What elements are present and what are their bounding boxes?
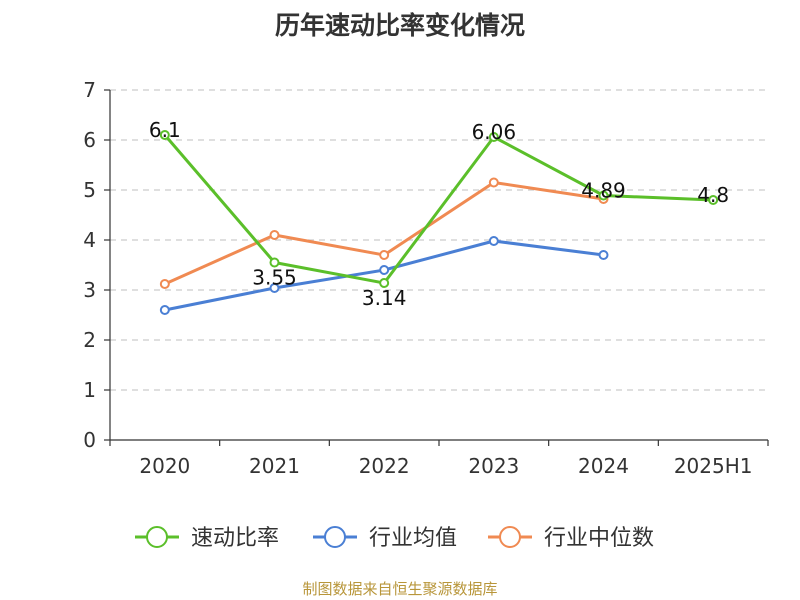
data-point bbox=[269, 230, 280, 240]
data-point bbox=[379, 265, 390, 275]
data-point bbox=[379, 278, 390, 288]
legend: 速动比率 行业均值 行业中位数 bbox=[135, 526, 654, 551]
data-labels: 6.1 3.55 3.14 6.06 4.89 4.8 bbox=[149, 118, 729, 310]
y-tick-label: 0 bbox=[83, 428, 96, 452]
data-label: 4.89 bbox=[581, 179, 626, 203]
y-tick-label: 6 bbox=[83, 128, 96, 152]
data-label: 6.06 bbox=[472, 120, 517, 144]
data-label: 4.8 bbox=[697, 183, 729, 207]
legend-marker bbox=[146, 526, 168, 548]
chart-title: 历年速动比率变化情况 bbox=[274, 11, 525, 40]
data-point bbox=[269, 283, 280, 293]
y-tick-label: 7 bbox=[83, 78, 96, 102]
x-tick-label: 2025H1 bbox=[674, 454, 753, 478]
grid-lines bbox=[110, 89, 768, 391]
x-tick-label: 2020 bbox=[139, 454, 190, 478]
data-point bbox=[269, 257, 280, 268]
data-label: 3.14 bbox=[362, 286, 407, 310]
series-lines bbox=[159, 130, 719, 315]
y-tick-label: 3 bbox=[83, 278, 96, 302]
series-line bbox=[163, 134, 714, 285]
source-note: 制图数据来自恒生聚源数据库 bbox=[302, 580, 498, 598]
x-tick-label: 2024 bbox=[578, 454, 629, 478]
data-point bbox=[708, 195, 719, 205]
data-label: 6.1 bbox=[149, 118, 181, 142]
x-tick-label: 2021 bbox=[249, 454, 300, 478]
data-point bbox=[488, 236, 499, 246]
data-point bbox=[159, 279, 170, 289]
legend-marker bbox=[324, 526, 346, 548]
y-tick-label: 1 bbox=[83, 378, 96, 402]
legend-label: 行业均值 bbox=[369, 526, 457, 551]
data-point bbox=[598, 250, 609, 260]
data-label: 3.55 bbox=[252, 266, 297, 290]
x-tick-label: 2022 bbox=[359, 454, 410, 478]
y-tick-label: 4 bbox=[83, 228, 96, 252]
legend-label: 行业中位数 bbox=[544, 526, 654, 551]
axes: 0 1 2 3 4 5 6 7 2020 2021 2022 2023 2024 2025H1 bbox=[83, 78, 769, 478]
data-point bbox=[598, 190, 609, 201]
legend-marker bbox=[499, 526, 521, 548]
y-tick-label: 2 bbox=[83, 328, 96, 352]
data-point bbox=[488, 177, 499, 188]
x-tick-label: 2023 bbox=[468, 454, 519, 478]
y-tick-label: 5 bbox=[83, 178, 96, 202]
data-point bbox=[159, 305, 170, 315]
data-point bbox=[379, 250, 390, 260]
legend-label: 速动比率 bbox=[191, 526, 279, 551]
data-point bbox=[159, 130, 170, 140]
data-point bbox=[488, 132, 499, 142]
